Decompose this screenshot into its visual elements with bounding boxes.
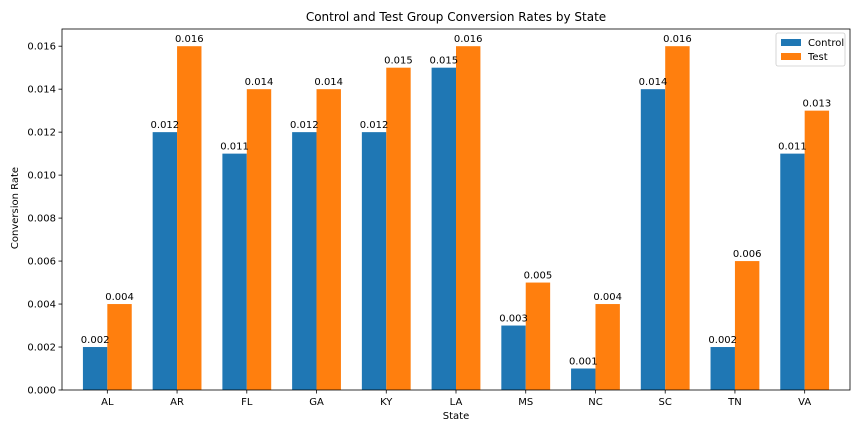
bar-test-al: [107, 304, 132, 390]
bar-control-ky: [361, 132, 387, 390]
data-label-test-ar: 0.016: [175, 34, 204, 45]
bar-test-ms: [525, 282, 551, 390]
data-label-control-ky: 0.012: [360, 120, 389, 131]
y-tick-label: 0.006: [27, 257, 56, 268]
legend-label-test: Test: [807, 52, 828, 63]
x-tick-label-ga: GA: [309, 397, 324, 408]
x-tick-label-tn: TN: [727, 397, 742, 408]
x-tick-label-ar: AR: [170, 397, 184, 408]
data-label-control-ar: 0.012: [151, 120, 180, 131]
bar-test-tn: [734, 261, 760, 390]
bar-test-ga: [316, 89, 341, 391]
data-label-test-ms: 0.005: [524, 271, 553, 282]
y-tick-label: 0.004: [27, 300, 56, 311]
data-label-control-sc: 0.014: [639, 77, 668, 88]
x-tick-label-fl: FL: [241, 397, 253, 408]
y-axis-label: Conversion Rate: [10, 167, 21, 249]
data-label-test-nc: 0.004: [593, 292, 622, 303]
data-label-test-la: 0.016: [454, 34, 483, 45]
legend-swatch-control: [781, 39, 801, 46]
data-label-test-tn: 0.006: [733, 249, 762, 260]
bar-test-ar: [177, 46, 202, 390]
bar-test-sc: [665, 46, 690, 390]
bar-control-sc: [640, 89, 666, 391]
y-tick-label: 0.010: [27, 171, 56, 182]
data-label-control-fl: 0.011: [220, 142, 249, 153]
bar-control-va: [780, 153, 805, 390]
x-tick-label-sc: SC: [659, 397, 672, 408]
legend: Control Test: [775, 32, 846, 67]
data-label-control-nc: 0.001: [569, 357, 598, 368]
bar-control-al: [82, 347, 108, 390]
data-label-test-va: 0.013: [803, 99, 832, 110]
bar-control-nc: [571, 368, 596, 390]
legend-label-control: Control: [808, 38, 844, 49]
data-label-test-al: 0.004: [105, 292, 134, 303]
data-label-test-sc: 0.016: [663, 34, 692, 45]
chart-title: Control and Test Group Conversion Rates …: [306, 10, 606, 24]
bar-control-tn: [710, 347, 735, 390]
bar-test-ky: [386, 67, 411, 390]
x-axis-label: State: [443, 411, 469, 422]
axes-layer: 0.000 0.002 0.004 0.006 0.008 0.010 0.012 0.014…: [27, 28, 851, 408]
x-tick-label-va: VA: [798, 397, 811, 408]
data-label-test-ky: 0.015: [384, 56, 413, 67]
bar-test-la: [456, 46, 481, 390]
y-tick-label: 0.016: [27, 42, 56, 53]
data-label-test-fl: 0.014: [245, 77, 274, 88]
y-tick-label: 0.002: [27, 343, 56, 354]
bar-control-la: [431, 67, 456, 390]
bars-layer: [82, 46, 830, 391]
x-tick-label-ms: MS: [518, 397, 533, 408]
x-tick-label-ky: KY: [380, 397, 393, 408]
y-tick-label: 0.014: [27, 85, 56, 96]
legend-swatch-test: [781, 53, 801, 60]
bar-test-nc: [595, 304, 620, 390]
data-labels-layer: 0.002 0.012 0.011 0.012 0.012 0.015 0.003 0.001…: [81, 34, 831, 367]
y-tick-label: 0.012: [27, 128, 56, 139]
data-label-control-la: 0.015: [429, 56, 458, 67]
x-tick-label-nc: NC: [588, 397, 602, 408]
data-label-control-al: 0.002: [81, 335, 110, 346]
bar-control-ar: [152, 132, 178, 390]
bar-test-va: [804, 110, 830, 391]
x-tick-label-la: LA: [450, 397, 463, 408]
data-label-control-tn: 0.002: [708, 335, 737, 346]
y-tick-label: 0.008: [27, 214, 56, 225]
y-tick-label: 0.000: [27, 386, 56, 397]
bar-test-fl: [246, 89, 272, 391]
bar-control-fl: [222, 153, 247, 390]
data-label-test-ga: 0.014: [314, 77, 343, 88]
data-label-control-ms: 0.003: [499, 314, 528, 325]
bar-control-ms: [501, 325, 526, 390]
x-tick-label-al: AL: [101, 397, 114, 408]
bar-control-ga: [292, 132, 317, 390]
data-label-control-va: 0.011: [778, 142, 807, 153]
data-label-control-ga: 0.012: [290, 120, 319, 131]
